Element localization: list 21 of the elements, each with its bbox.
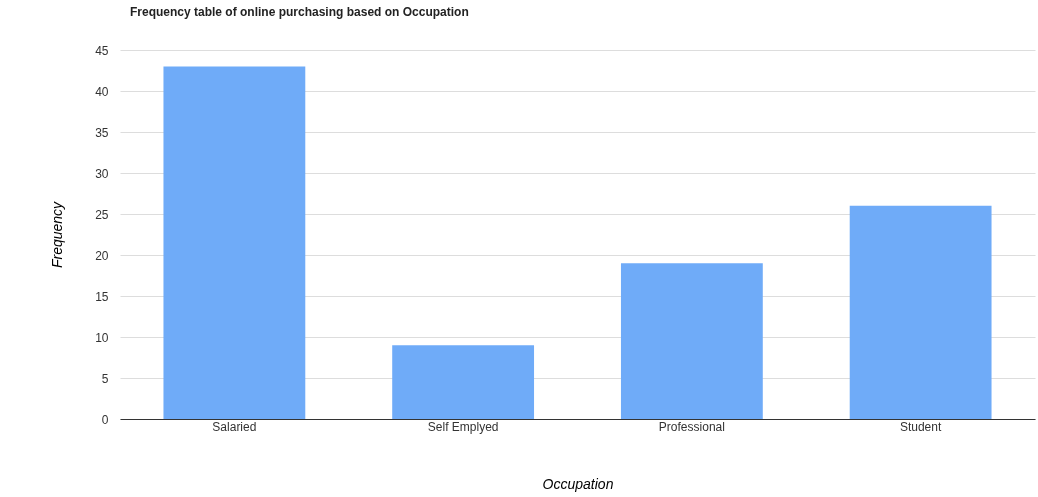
y-axis-title: Frequency bbox=[49, 200, 66, 269]
y-tick-label: 20 bbox=[95, 248, 109, 263]
y-tick-label: 0 bbox=[101, 412, 109, 427]
y-tick-label: 5 bbox=[101, 371, 109, 386]
x-tick-label: Professional bbox=[658, 419, 725, 434]
bar bbox=[392, 345, 535, 419]
x-tick-label: Self Emplyed bbox=[427, 419, 499, 434]
x-axis-title: Occupation bbox=[542, 475, 614, 492]
y-tick-label: 15 bbox=[95, 289, 109, 304]
x-tick-label: Salaried bbox=[212, 419, 257, 434]
y-tick-label: 30 bbox=[95, 166, 109, 181]
bar bbox=[163, 66, 306, 419]
y-tick-label: 10 bbox=[95, 330, 109, 345]
bar bbox=[849, 205, 992, 419]
chart-title: Frequency table of online purchasing based on Occupation bbox=[130, 5, 469, 19]
y-tick-label: 40 bbox=[95, 84, 109, 99]
y-tick-label: 35 bbox=[95, 125, 109, 140]
y-tick-label: 45 bbox=[95, 43, 109, 58]
y-tick-label: 25 bbox=[95, 207, 109, 222]
bar bbox=[620, 263, 763, 419]
x-tick-label: Student bbox=[899, 419, 942, 434]
